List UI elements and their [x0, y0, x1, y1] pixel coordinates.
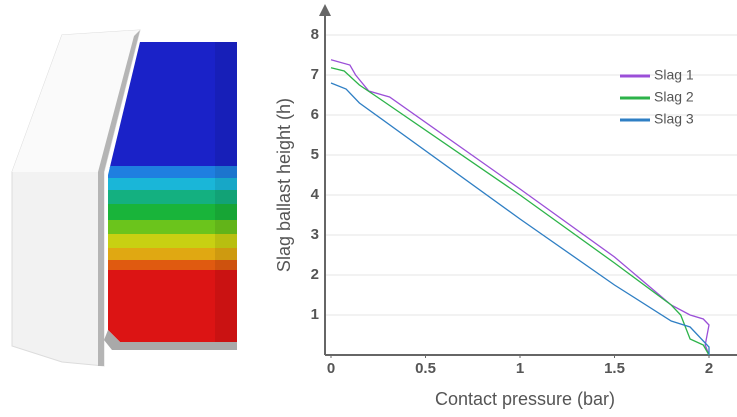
data-line: [330, 67, 710, 356]
x-tick-label: 0.5: [415, 360, 436, 377]
y-tick-label: 3: [311, 226, 319, 243]
legend-label: Slag 1: [654, 67, 694, 83]
y-tick-label: 7: [311, 66, 319, 83]
legend-label: Slag 3: [654, 111, 694, 127]
x-tick-label: 2: [705, 360, 713, 377]
y-tick-label: 5: [311, 146, 319, 163]
x-axis-title: Contact pressure (bar): [435, 389, 615, 409]
data-line: [330, 82, 710, 355]
y-axis-title: Slag ballast height (h): [274, 98, 294, 272]
x-tick-label: 1.5: [604, 360, 625, 377]
y-tick-label: 1: [311, 306, 319, 323]
y-tick-label: 6: [311, 106, 319, 123]
y-axis-arrow: [319, 4, 331, 16]
plot-area: 1 2 3 4 5 6 7 8 0 0.5 1 1.5 2 Contact pressure (bar) S…: [274, 4, 737, 409]
x-tick-label: 1: [516, 360, 524, 377]
y-tick-label: 4: [311, 186, 320, 203]
x-tick-label: 0: [327, 360, 335, 377]
data-line: [330, 59, 710, 356]
legend-label: Slag 2: [654, 89, 694, 105]
y-tick-label: 2: [311, 266, 319, 283]
y-tick-label: 8: [311, 26, 319, 43]
tank-illustration: [11, 29, 237, 367]
